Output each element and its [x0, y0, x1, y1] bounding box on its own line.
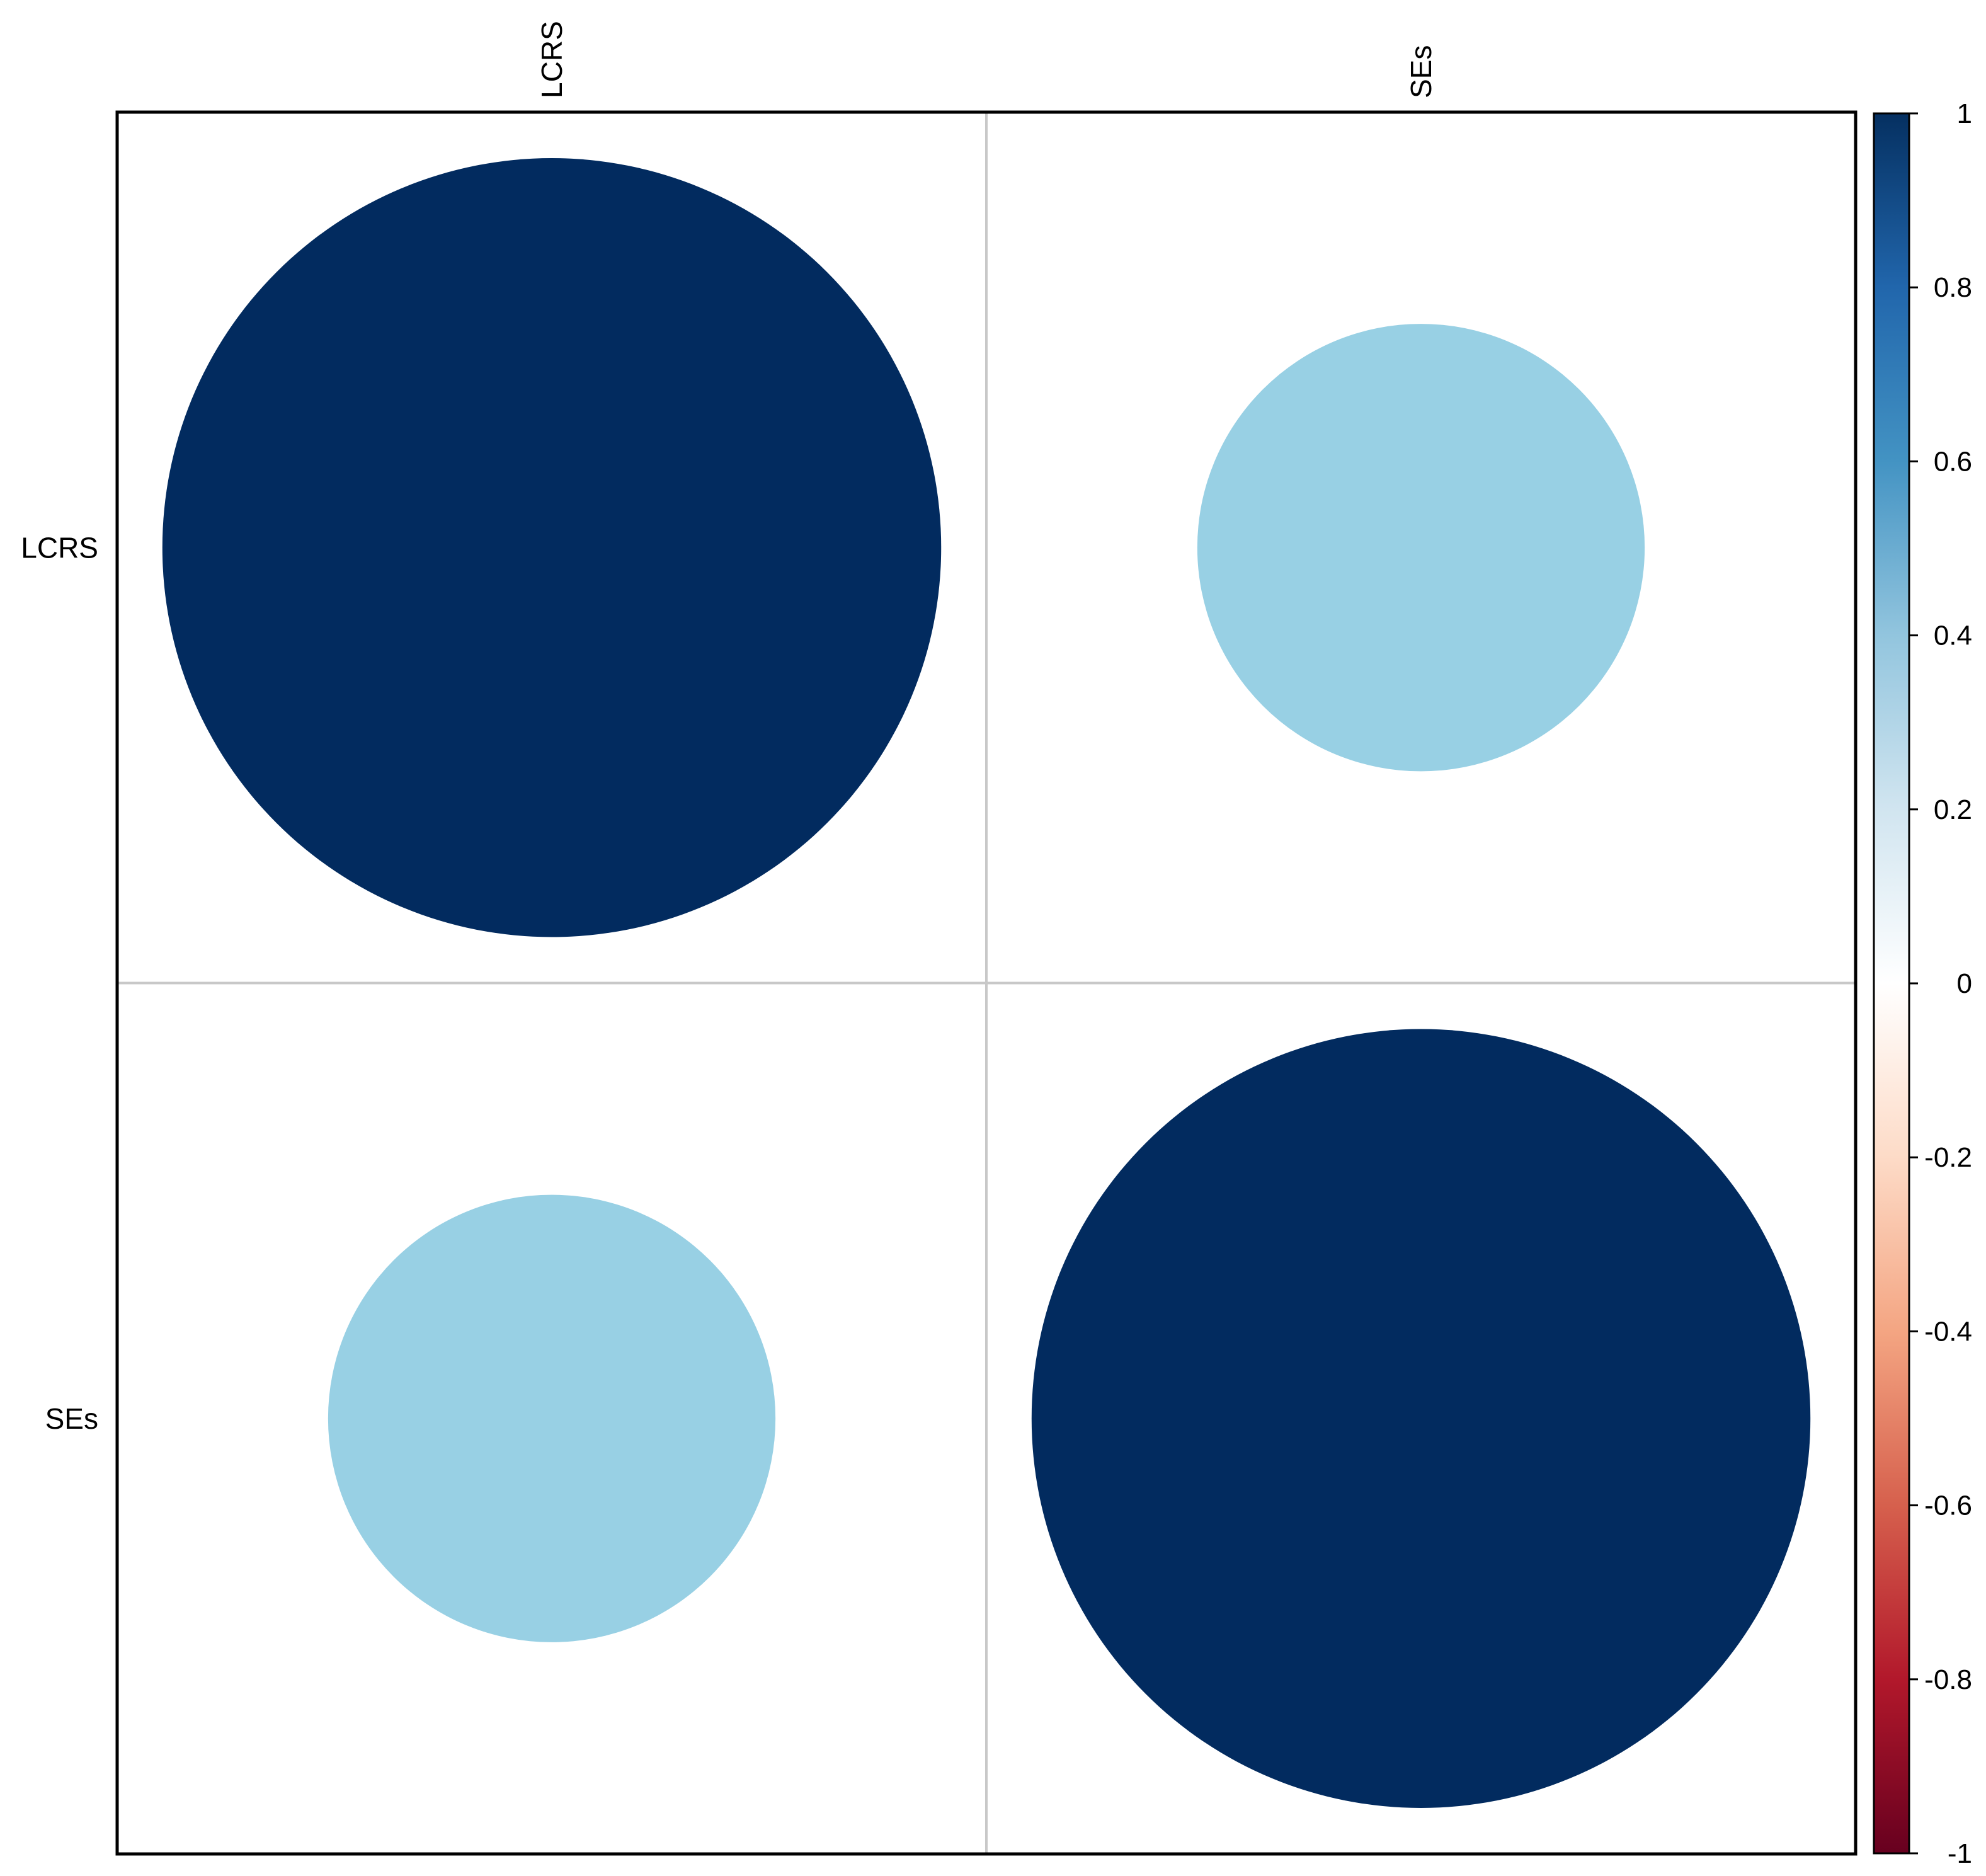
color-legend-tick-label: -0.2 [1924, 1142, 1972, 1173]
color-legend-tick-label: 0.8 [1934, 272, 1972, 303]
row-label: LCRS [21, 531, 98, 564]
color-legend-bar [1873, 112, 1910, 1855]
color-legend-tick-label: -0.6 [1924, 1490, 1972, 1521]
column-label: LCRS [535, 21, 568, 98]
grid-lines [117, 112, 1856, 1854]
color-legend-tick-label: 1 [1957, 98, 1972, 129]
color-legend-tick-label: 0.4 [1934, 621, 1972, 651]
color-legend-tick-label: -1 [1948, 1838, 1972, 1869]
color-legend-tick-label: -0.8 [1924, 1664, 1972, 1695]
color-legend: 1 0.8 0.6 0.4 0.2 0 -0.2 -0.4 -0.6 -0.8 -1 [1873, 98, 1972, 1869]
color-legend-tick-label: 0 [1957, 968, 1972, 999]
color-legend-tick-label: 0.6 [1934, 446, 1972, 477]
color-legend-ticks: 1 0.8 0.6 0.4 0.2 0 -0.2 -0.4 -0.6 -0.8 -1 [1909, 98, 1972, 1869]
row-labels: LCRS SEs [21, 531, 98, 1435]
row-label: SEs [45, 1402, 98, 1435]
column-labels: LCRS SEs [535, 21, 1437, 98]
correlation-circle-lcrs-ses [1197, 324, 1645, 772]
correlation-circles [162, 158, 1811, 1808]
plot-frame [115, 110, 1858, 1856]
color-legend-tick-label: 0.2 [1934, 794, 1972, 825]
column-label: SEs [1405, 45, 1437, 98]
color-legend-tick-label: -0.4 [1924, 1316, 1972, 1347]
correlation-circle-ses-lcrs [328, 1194, 776, 1642]
correlation-circle-lcrs-lcrs [162, 158, 942, 937]
correlation-circle-ses-ses [1031, 1029, 1811, 1808]
